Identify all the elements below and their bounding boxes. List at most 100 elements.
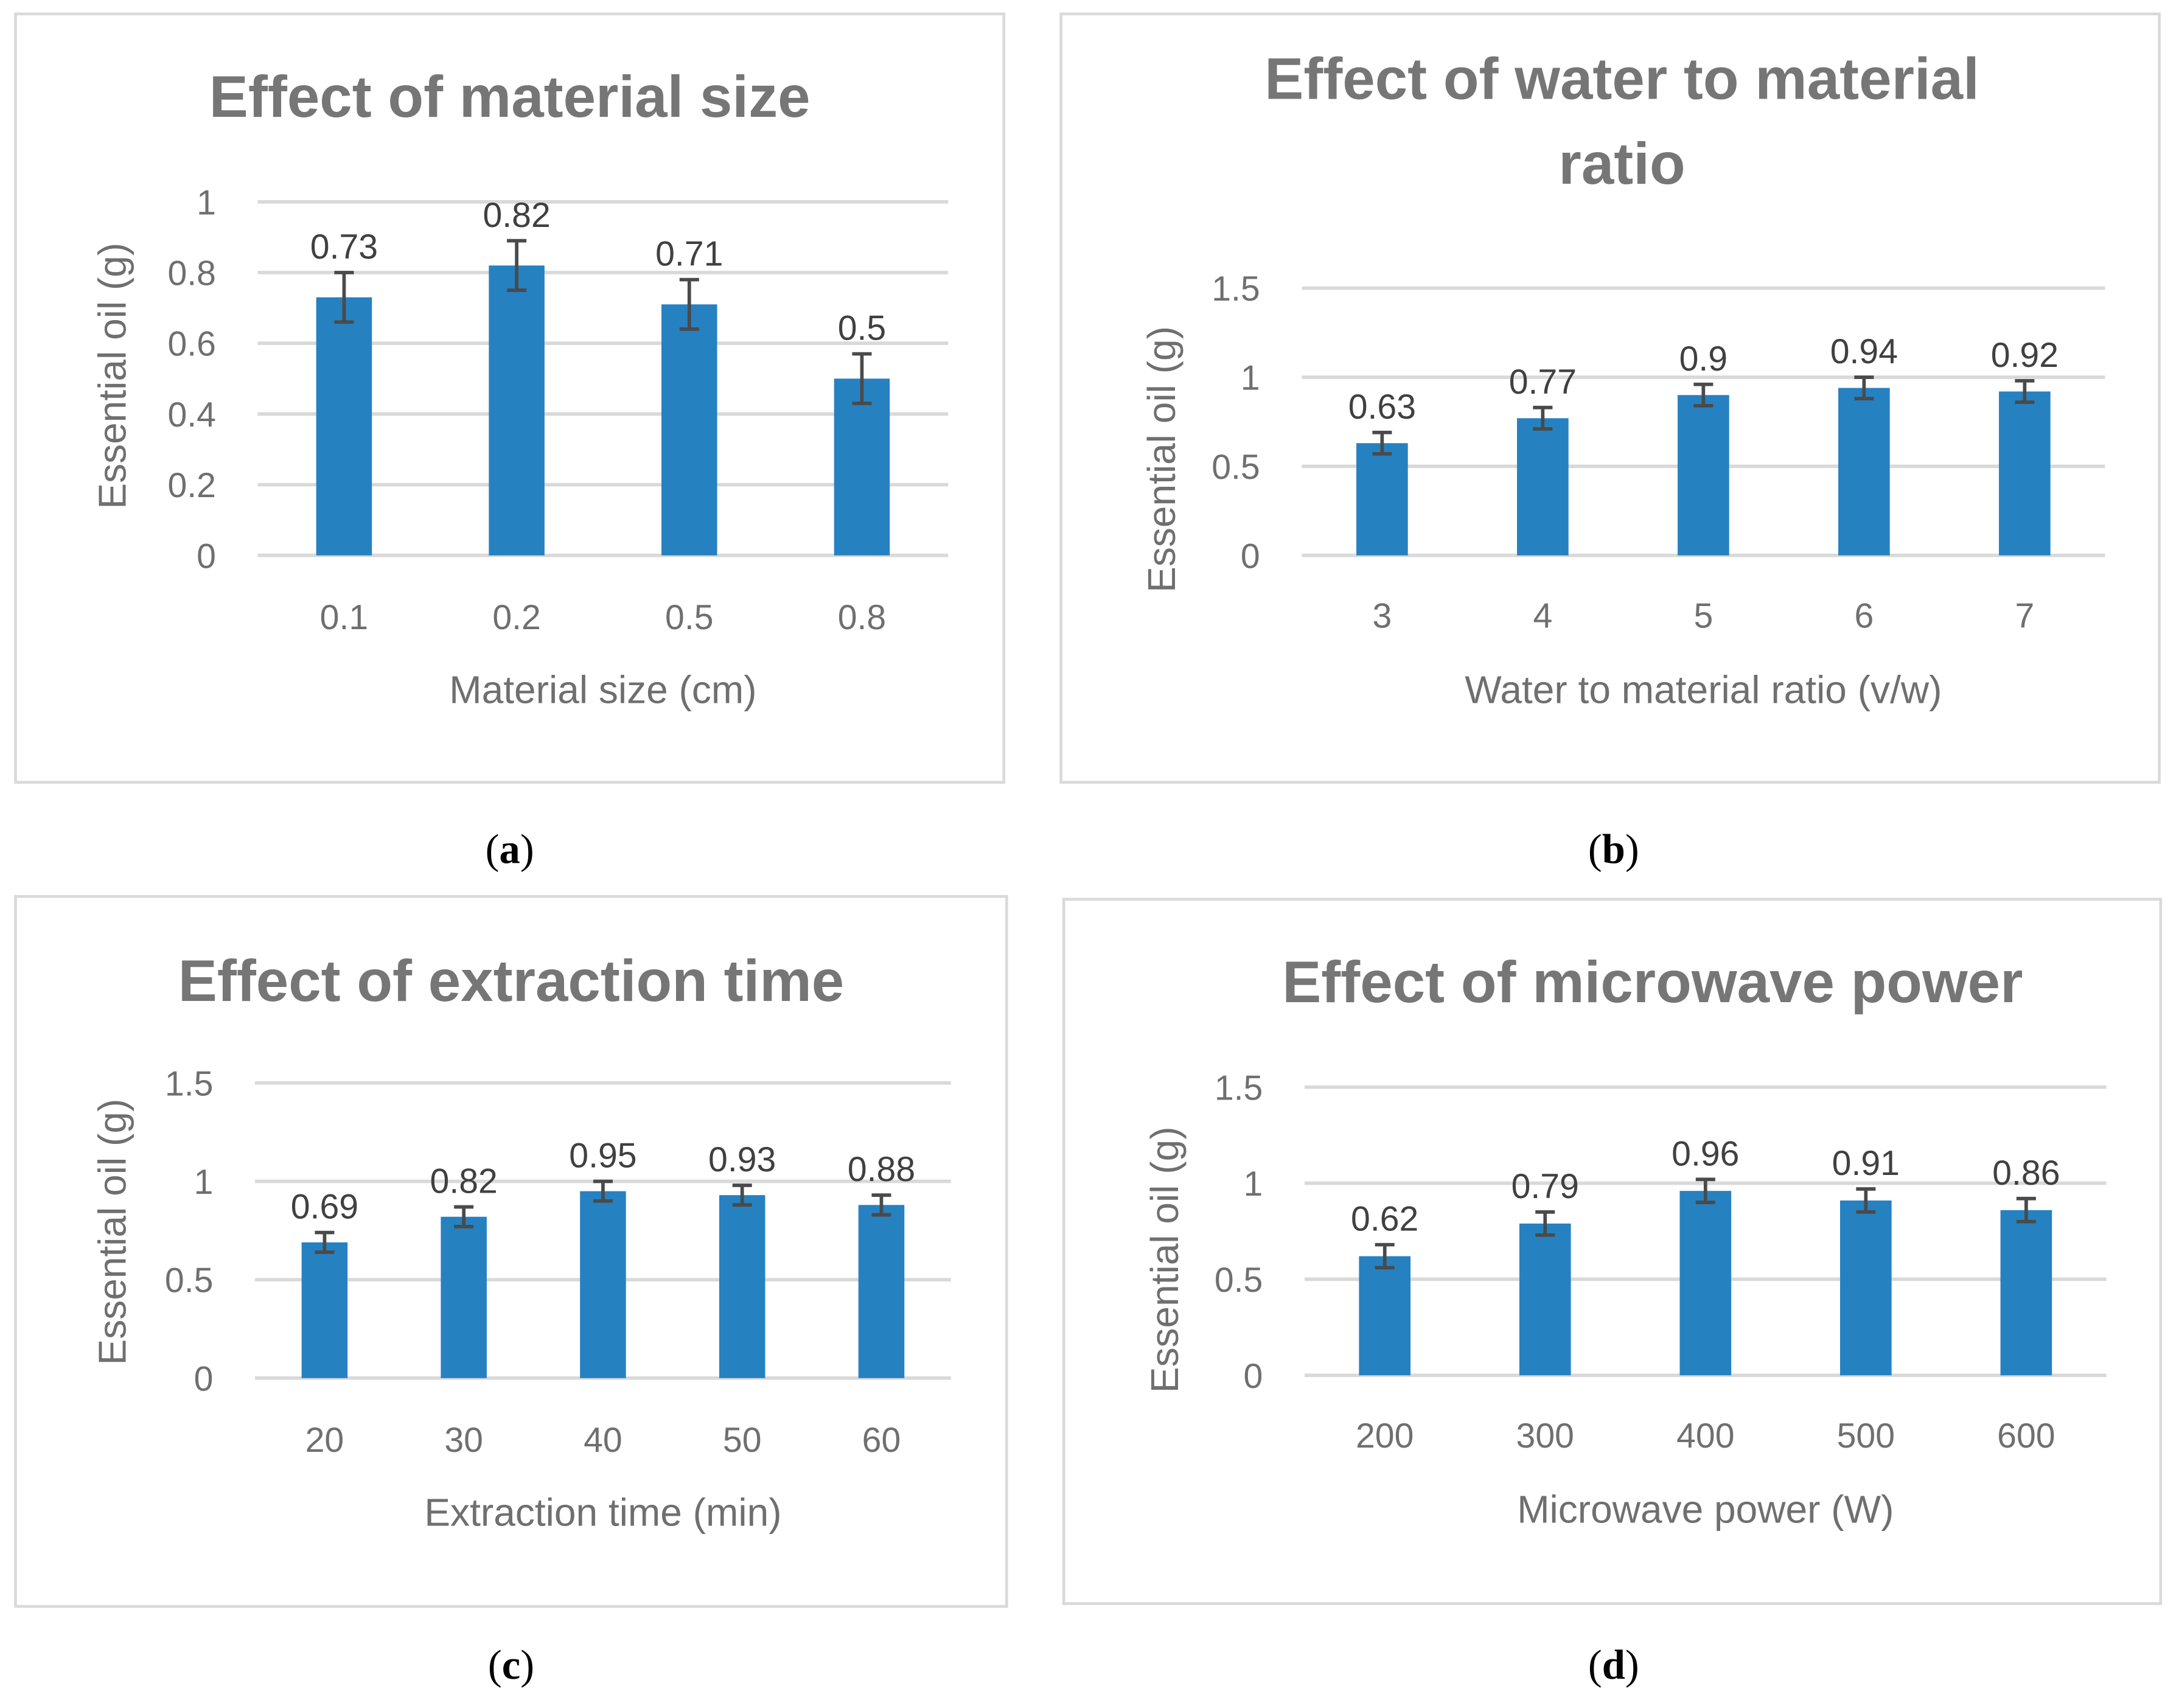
y-tick-label: 0 xyxy=(194,1359,214,1398)
x-tick-label: 600 xyxy=(1997,1417,2055,1455)
bar xyxy=(1356,443,1408,556)
bar xyxy=(1359,1256,1411,1376)
y-tick-label: 0 xyxy=(1244,1357,1263,1396)
x-tick-label: 200 xyxy=(1356,1417,1414,1455)
x-tick-label: 30 xyxy=(444,1421,483,1460)
bar xyxy=(1519,1223,1571,1376)
chart-panel-b: Effect of water to material ratio 0 0.5 1 1.5… xyxy=(1059,12,2161,784)
x-axis-label: Water to material ratio (v/w) xyxy=(1465,668,1942,711)
y-tick-label: 0.8 xyxy=(167,254,216,293)
x-tick-label: 500 xyxy=(1837,1417,1895,1455)
bar xyxy=(1838,388,1890,556)
bar xyxy=(316,297,372,556)
bar xyxy=(1679,1191,1732,1376)
y-axis-label: Essential oil (g) xyxy=(90,243,134,509)
error-bar xyxy=(1372,430,1392,456)
x-tick-label: 3 xyxy=(1372,597,1392,636)
bar xyxy=(719,1195,765,1378)
bar xyxy=(858,1205,905,1378)
y-tick-label: 0.5 xyxy=(1215,1261,1263,1300)
y-axis-label: Essential oil (g) xyxy=(1140,326,1184,593)
bar xyxy=(661,304,717,556)
data-label: 0.82 xyxy=(430,1162,498,1201)
data-label: 0.86 xyxy=(1992,1154,2060,1193)
error-bar xyxy=(1375,1243,1395,1270)
error-bar xyxy=(2016,1196,2036,1224)
bar xyxy=(1999,391,2051,556)
x-tick-label: 400 xyxy=(1676,1417,1734,1455)
bar xyxy=(301,1242,348,1378)
error-bar xyxy=(1693,382,1714,408)
y-tick-label: 0.5 xyxy=(1212,448,1260,487)
x-axis-label: Microwave power (W) xyxy=(1517,1488,1894,1532)
x-tick-label: 20 xyxy=(305,1421,344,1460)
data-label: 0.5 xyxy=(838,309,887,348)
data-label: 0.63 xyxy=(1348,388,1416,427)
bar xyxy=(1840,1200,1892,1376)
data-label: 0.88 xyxy=(848,1150,915,1189)
y-tick-label: 1 xyxy=(194,1163,214,1202)
error-bar xyxy=(1854,375,1874,400)
error-bar xyxy=(1533,405,1553,431)
chart-title: Effect of extraction time xyxy=(178,949,844,1014)
y-tick-label: 1 xyxy=(1241,359,1260,398)
x-axis-label: Extraction time (min) xyxy=(424,1490,781,1534)
error-bar xyxy=(1695,1177,1715,1204)
error-bar xyxy=(334,271,354,324)
x-axis-label: Material size (cm) xyxy=(449,668,756,711)
y-tick-label: 1.5 xyxy=(1212,270,1260,308)
x-tick-label: 5 xyxy=(1693,597,1713,636)
bar xyxy=(441,1216,487,1378)
bar xyxy=(1517,418,1569,556)
data-label: 0.92 xyxy=(1991,336,2059,375)
y-tick-label: 0.5 xyxy=(165,1261,214,1300)
error-bar xyxy=(1856,1187,1876,1214)
x-tick-label: 0.8 xyxy=(838,598,887,637)
data-label: 0.9 xyxy=(1679,340,1728,378)
y-tick-label: 0.4 xyxy=(167,396,216,434)
x-tick-label: 300 xyxy=(1516,1417,1574,1455)
panel-caption: (d) xyxy=(1588,1642,1639,1688)
data-label: 0.62 xyxy=(1351,1200,1418,1239)
error-bar xyxy=(732,1183,752,1207)
y-tick-label: 0 xyxy=(197,537,216,576)
y-tick-label: 1.5 xyxy=(1215,1068,1263,1107)
chart-title: ratio xyxy=(1558,131,1685,197)
data-label: 0.95 xyxy=(569,1137,636,1176)
panel-caption: (c) xyxy=(488,1642,534,1688)
error-bar xyxy=(871,1193,891,1217)
chart-frame xyxy=(1062,898,2163,1605)
chart-title: Effect of water to material xyxy=(1264,46,1979,111)
data-label: 0.79 xyxy=(1511,1167,1579,1206)
y-tick-label: 1 xyxy=(1244,1165,1263,1204)
data-label: 0.73 xyxy=(310,228,378,267)
y-axis-label: Essential oil (g) xyxy=(90,1099,134,1365)
data-label: 0.93 xyxy=(708,1140,776,1179)
y-tick-label: 1.5 xyxy=(165,1064,214,1103)
x-tick-label: 7 xyxy=(2015,597,2034,636)
x-tick-label: 0.2 xyxy=(492,598,541,637)
bar xyxy=(1678,395,1729,556)
x-tick-label: 60 xyxy=(862,1421,901,1460)
chart-title: Effect of material size xyxy=(209,64,811,130)
chart-frame xyxy=(14,894,1008,1608)
error-bar xyxy=(315,1230,335,1254)
bar xyxy=(489,265,545,556)
data-label: 0.96 xyxy=(1672,1134,1739,1173)
x-tick-label: 0.1 xyxy=(320,598,369,637)
chart-title: Effect of microwave power xyxy=(1282,950,2023,1015)
data-label: 0.94 xyxy=(1830,332,1898,371)
error-bar xyxy=(1535,1210,1555,1237)
bar xyxy=(580,1191,626,1378)
y-tick-label: 0.2 xyxy=(167,466,216,505)
x-tick-label: 0.5 xyxy=(665,598,714,637)
x-tick-label: 4 xyxy=(1533,597,1552,636)
y-axis-label: Essential oil (g) xyxy=(1143,1126,1187,1393)
bar xyxy=(2000,1210,2052,1376)
bar xyxy=(834,378,890,556)
x-tick-label: 50 xyxy=(723,1421,762,1460)
data-label: 0.91 xyxy=(1832,1144,1900,1183)
data-label: 0.82 xyxy=(483,196,550,235)
chart-panel-c: Effect of extraction time 0 0.5 1 1.5 0.69 20 0… xyxy=(14,894,1008,1608)
